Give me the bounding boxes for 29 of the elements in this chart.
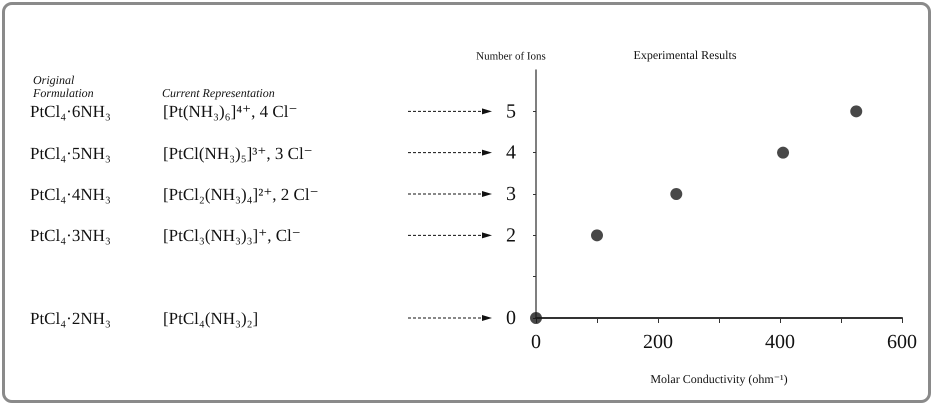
y-tick-label: 4: [506, 142, 516, 164]
text: [Pt(NH₃)₆]⁴⁺, 4 Cl⁻: [163, 102, 298, 122]
y-tick-label: 2: [506, 224, 516, 246]
y-tick-label: 0: [506, 307, 516, 329]
point: [591, 229, 603, 242]
text: [PtCl₂(NH₃)₄]²⁺, 2 Cl⁻: [163, 185, 319, 205]
text: [PtCl(NH₃)₅]³⁺, 3 Cl⁻: [163, 144, 313, 164]
text: [PtCl₃(NH₃)₃]⁺, Cl⁻: [163, 226, 301, 246]
x-tick-label: 0: [531, 331, 541, 353]
point: [850, 105, 862, 118]
chart-title: Experimental Results: [634, 48, 737, 62]
x-tick-label: 200: [643, 331, 673, 353]
point: [530, 312, 542, 324]
x-axis-title: Molar Conductivity (ohm⁻¹): [650, 372, 788, 386]
text: Original Formulation: [33, 73, 95, 100]
text: [PtCl₄(NH₃)₂]: [163, 309, 258, 329]
text: PtCl₄·5NH₃: [30, 144, 111, 164]
text: Current Representation: [162, 86, 276, 100]
text: PtCl₄·2NH₃: [30, 309, 111, 329]
text: PtCl₄·6NH₃: [30, 102, 111, 122]
text: PtCl₄·4NH₃: [30, 185, 111, 205]
point: [670, 188, 682, 200]
y-axis-title: Number of Ions: [476, 50, 546, 62]
point: [777, 146, 790, 159]
y-tick-label: 5: [506, 100, 516, 122]
y-tick-label: 3: [506, 183, 516, 205]
text: PtCl₄·3NH₃: [30, 226, 111, 246]
x-tick-label: 400: [765, 331, 795, 353]
x-tick-label: 600: [887, 331, 917, 353]
